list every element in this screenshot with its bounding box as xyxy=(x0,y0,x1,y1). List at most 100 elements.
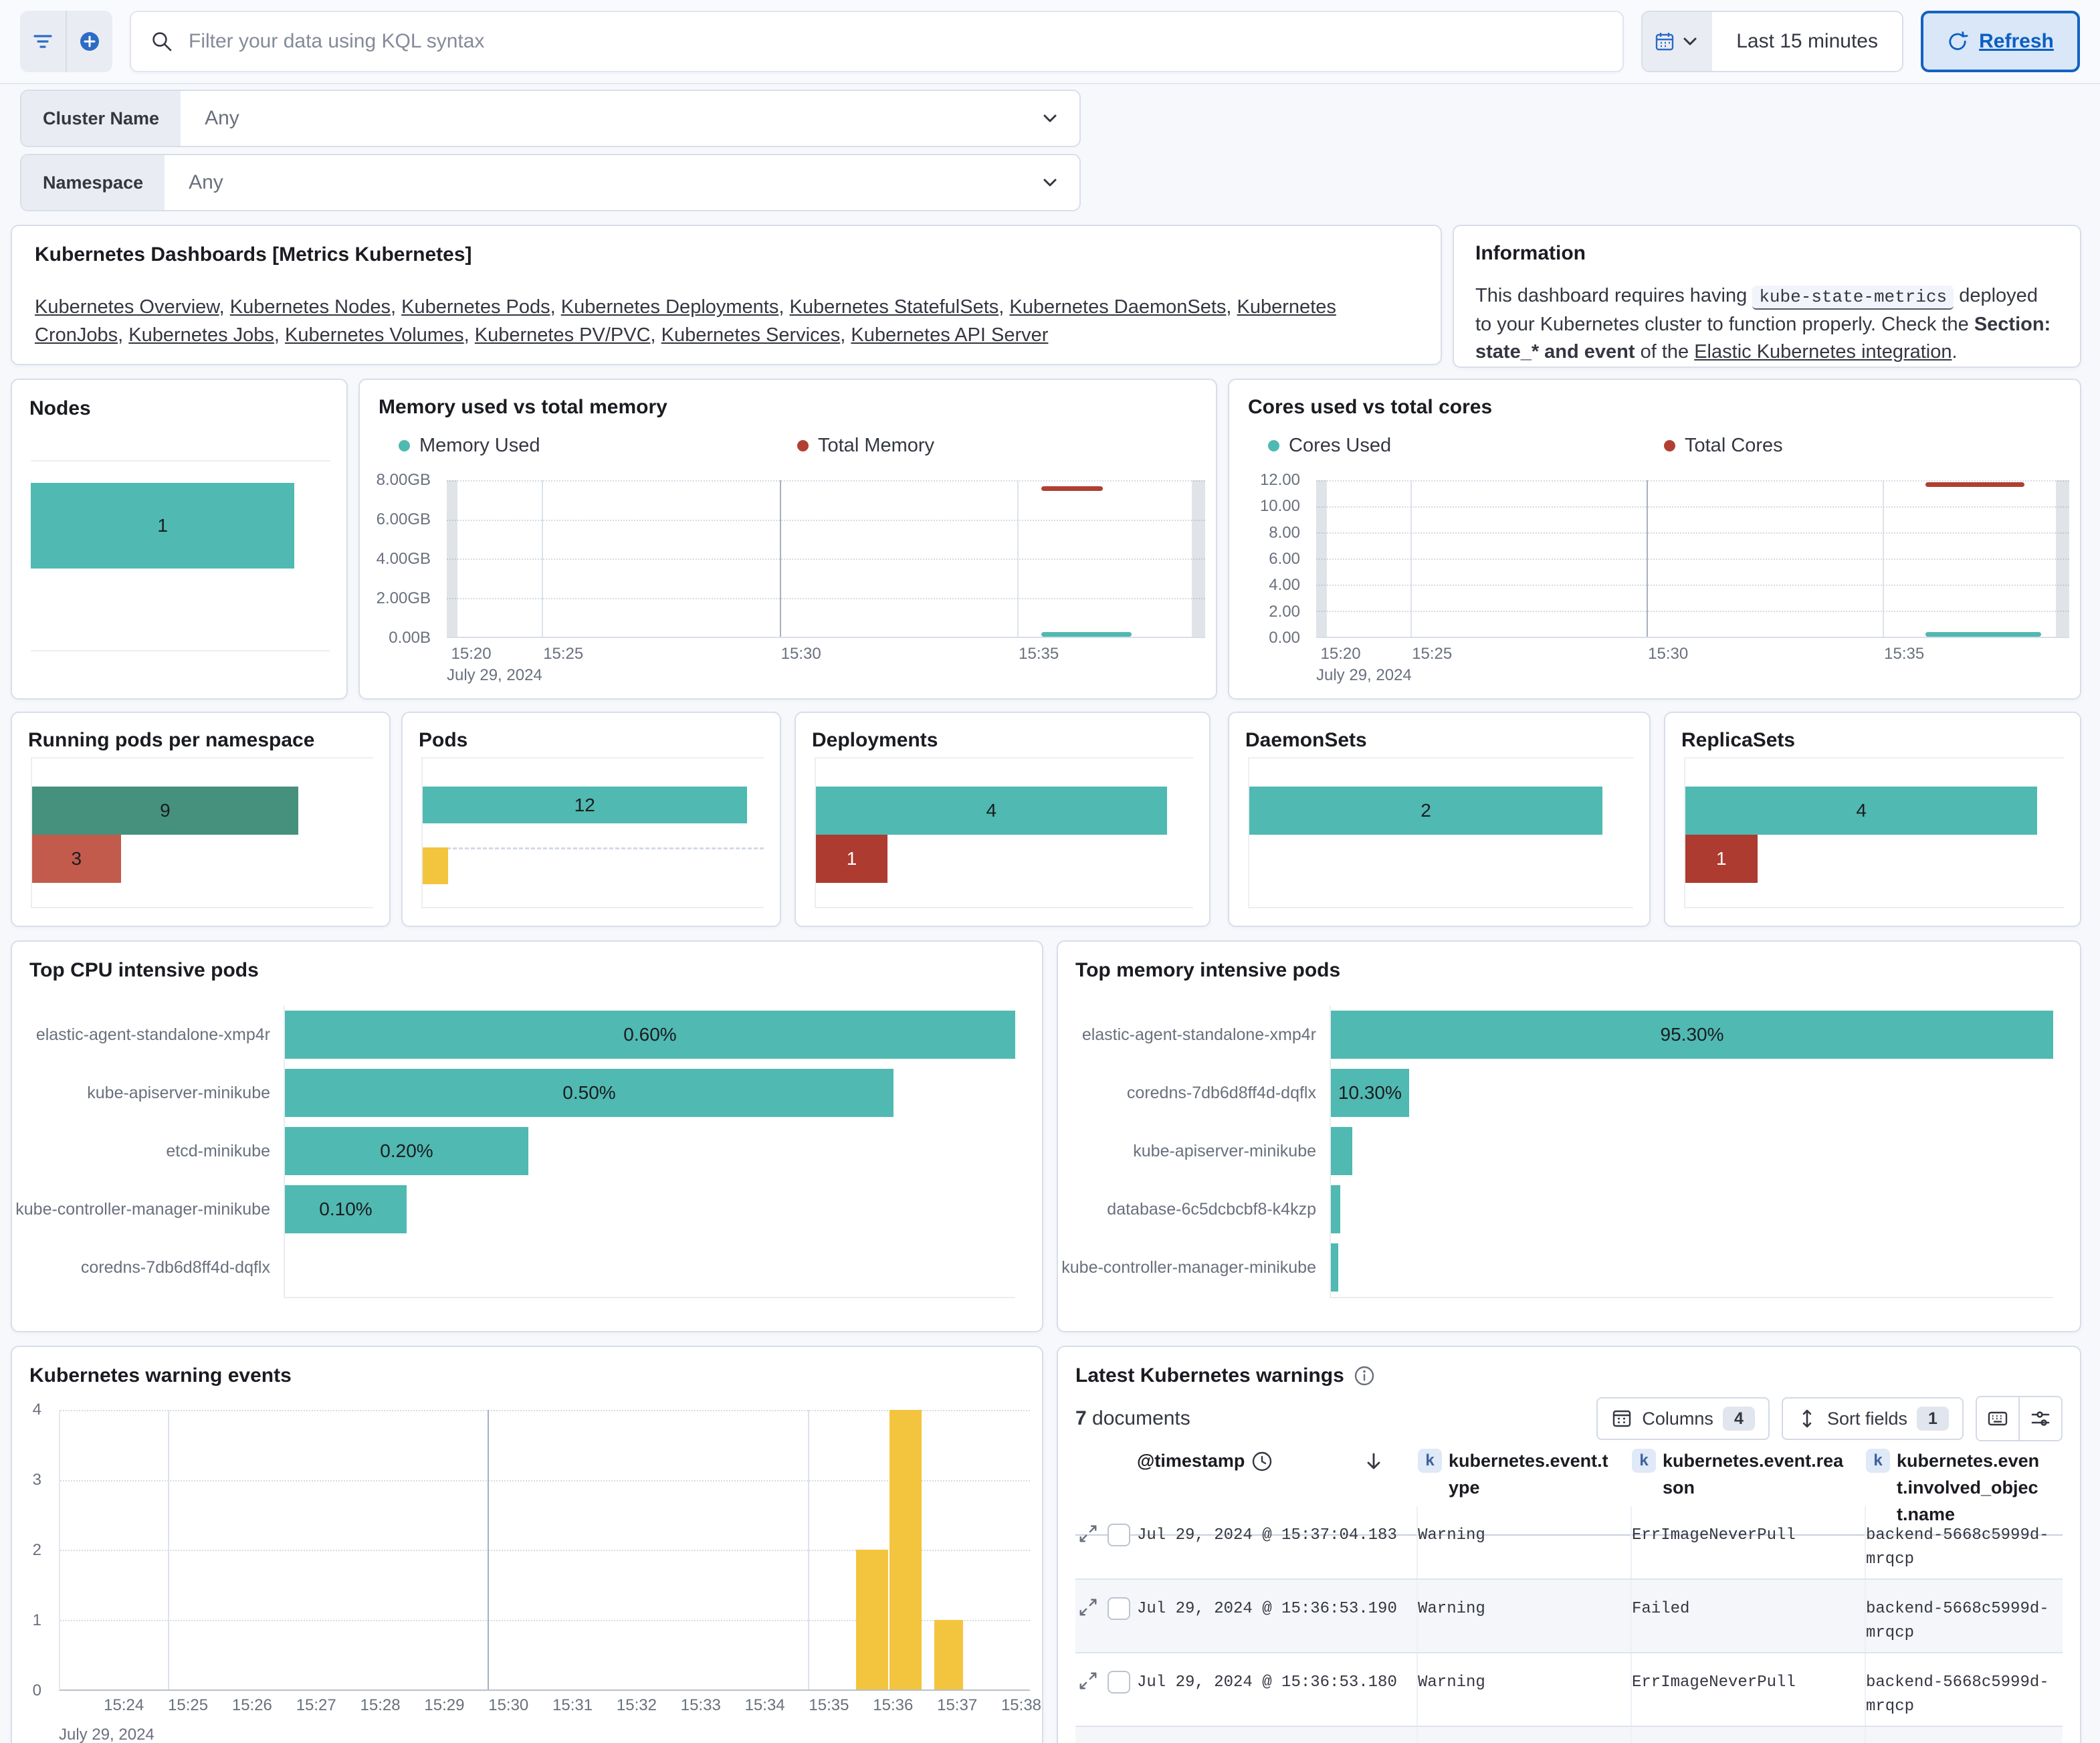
column-header-timestamp[interactable]: @timestamp xyxy=(1137,1447,1418,1528)
column-header-event-type[interactable]: k kubernetes.event.type xyxy=(1418,1447,1632,1528)
dashboard-link[interactable]: Kubernetes DaemonSets xyxy=(1009,296,1227,318)
dashboards-links-panel: Kubernetes Dashboards [Metrics Kubernete… xyxy=(11,225,1442,365)
link-separator: , xyxy=(463,324,475,346)
bar-value-label: 10.30% xyxy=(1338,1082,1402,1103)
sort-button-label: Sort fields xyxy=(1826,1408,1907,1429)
time-range-value[interactable]: Last 15 minutes xyxy=(1736,30,1878,52)
link-separator: , xyxy=(778,296,790,318)
legend-dot xyxy=(1664,440,1675,451)
refresh-button[interactable]: Refresh xyxy=(1921,11,2080,72)
y-axis-label: 1 xyxy=(32,1611,41,1629)
dashboard-link[interactable]: Kubernetes Volumes xyxy=(285,324,464,346)
row-checkbox[interactable] xyxy=(1108,1671,1130,1694)
dashboard-link[interactable]: Kubernetes Services xyxy=(661,324,841,346)
h-gridline xyxy=(1316,532,2069,534)
dashboard-link[interactable]: Kubernetes StatefulSets xyxy=(789,296,999,318)
dashboard-link[interactable]: Kubernetes Pods xyxy=(401,296,550,318)
x-axis-label: 15:25 xyxy=(168,1696,209,1714)
x-axis-date: July 29, 2024 xyxy=(1316,666,1412,684)
dashboard-link[interactable]: Kubernetes CronJobs xyxy=(35,296,1336,346)
x-axis-label: 15:38 xyxy=(1001,1696,1042,1714)
y-axis-label: 8.00 xyxy=(1269,523,1300,542)
y-axis-label: 0.00 xyxy=(1269,629,1300,647)
category-label: elastic-agent-standalone-xmp4r xyxy=(1081,1025,1316,1044)
integration-link[interactable]: Elastic Kubernetes integration xyxy=(1694,341,1952,363)
column-header-event-reason[interactable]: k kubernetes.event.reason xyxy=(1632,1447,1866,1528)
sort-fields-button[interactable]: Sort fields 1 xyxy=(1781,1397,1964,1440)
bar xyxy=(285,1127,528,1175)
row-checkbox[interactable] xyxy=(1108,1524,1130,1546)
panel-title: Cores used vs total cores xyxy=(1248,396,1493,418)
y-axis-label: 6.00GB xyxy=(376,510,431,528)
y-axis-label: 10.00 xyxy=(1259,497,1300,516)
cell-timestamp: Jul 29, 2024 @ 15:36:53.190 xyxy=(1137,1580,1418,1652)
expand-row-button[interactable] xyxy=(1078,1671,1098,1691)
dashboard-link[interactable]: Kubernetes API Server xyxy=(851,324,1049,346)
calendar-menu-button[interactable] xyxy=(1643,12,1713,71)
cell-event-reason: ErrImageNeverPull xyxy=(1632,1506,1866,1578)
keyboard-icon xyxy=(1987,1408,2008,1429)
keyboard-shortcuts-button[interactable] xyxy=(1977,1397,2018,1440)
expand-row-button[interactable] xyxy=(1078,1597,1098,1617)
row-checkbox[interactable] xyxy=(1108,1597,1130,1620)
panel-title: Memory used vs total memory xyxy=(379,396,667,418)
y-axis: 4 3 2 1 0 xyxy=(12,1401,54,1700)
v-gridline xyxy=(1410,480,1412,637)
x-axis-label: 15:30 xyxy=(780,645,821,663)
info-text-segment: deployed to your Kubernetes cluster to f… xyxy=(1475,285,2038,335)
v-gridline xyxy=(542,480,544,637)
y-axis-label: 0 xyxy=(32,1681,41,1700)
pods-bar-chart: 12 xyxy=(421,757,764,908)
kql-search-bar[interactable] xyxy=(130,11,1624,72)
plus-icon xyxy=(79,31,100,52)
filter-menu-button[interactable] xyxy=(20,11,66,72)
expand-row-button[interactable] xyxy=(1078,1524,1098,1544)
info-icon[interactable] xyxy=(1354,1365,1375,1387)
calendar-icon xyxy=(1654,31,1675,52)
bar-row: 95.30% xyxy=(1331,1006,2053,1064)
bar xyxy=(285,1011,1015,1059)
bar xyxy=(1331,1185,1340,1233)
panel-title: Kubernetes warning events xyxy=(29,1364,292,1387)
bar xyxy=(1331,1069,1409,1117)
dashboard-link[interactable]: Kubernetes Deployments xyxy=(560,296,779,318)
namespace-filter[interactable]: Namespace Any xyxy=(20,154,1081,211)
legend-item[interactable]: Memory Used xyxy=(399,435,797,457)
display-settings-button[interactable] xyxy=(2018,1397,2061,1440)
h-gridline xyxy=(60,1410,1030,1411)
dashboard-link[interactable]: Kubernetes PV/PVC xyxy=(474,324,651,346)
bar-row: 0.10% xyxy=(285,1181,1015,1239)
column-header-involved-object[interactable]: k kubernetes.event.involved_object.name xyxy=(1866,1447,2063,1528)
bar-row: 10.30% xyxy=(1331,1064,2053,1122)
kql-search-input[interactable] xyxy=(187,29,1603,54)
legend-item[interactable]: Total Cores xyxy=(1664,435,2060,457)
x-axis-date: July 29, 2024 xyxy=(59,1726,154,1743)
cell-involved-object-name: backend-5668c5999d-mrqcp xyxy=(1866,1673,2049,1716)
category-label: coredns-7db6d8ff4d-dqflx xyxy=(1126,1084,1316,1102)
legend-item[interactable]: Cores Used xyxy=(1268,435,1664,457)
add-filter-button[interactable] xyxy=(66,11,112,72)
series-cores-used xyxy=(1925,631,2041,637)
legend-item[interactable]: Total Memory xyxy=(797,435,1196,457)
bars-area: 0.60% 0.50% 0.20% 0.10% xyxy=(284,1006,1015,1298)
dashboard-link[interactable]: Kubernetes Nodes xyxy=(229,296,391,318)
h-gridline xyxy=(447,597,1205,599)
cell-timestamp: Jul 29, 2024 @ 15:37:04.183 xyxy=(1137,1506,1418,1578)
cell-event-reason: Failed xyxy=(1632,1727,1866,1743)
dashboard-links-list: Kubernetes Overview, Kubernetes Nodes, K… xyxy=(35,293,1418,349)
panel-title: DaemonSets xyxy=(1245,729,1367,751)
x-axis-label: 15:34 xyxy=(744,1696,785,1714)
cluster-name-filter[interactable]: Cluster Name Any xyxy=(20,90,1081,147)
sort-descending-icon[interactable] xyxy=(1363,1447,1384,1469)
panel-title: Latest Kubernetes warnings xyxy=(1075,1364,1344,1387)
cell-event-reason: Failed xyxy=(1632,1580,1866,1652)
latest-kubernetes-warnings-panel: Latest Kubernetes warnings 7 documents C… xyxy=(1057,1346,2081,1743)
dashboard-link[interactable]: Kubernetes Jobs xyxy=(128,324,274,346)
top-memory-intensive-pods-panel: Top memory intensive pods elastic-agent-… xyxy=(1057,940,2081,1332)
columns-button[interactable]: Columns 4 xyxy=(1596,1397,1770,1440)
bar-daemonsets: 2 xyxy=(1249,787,1603,835)
cell-event-type: Warning xyxy=(1418,1727,1632,1743)
bar-deployments: 4 xyxy=(816,787,1167,835)
dashboard-link[interactable]: Kubernetes Overview xyxy=(35,296,219,318)
